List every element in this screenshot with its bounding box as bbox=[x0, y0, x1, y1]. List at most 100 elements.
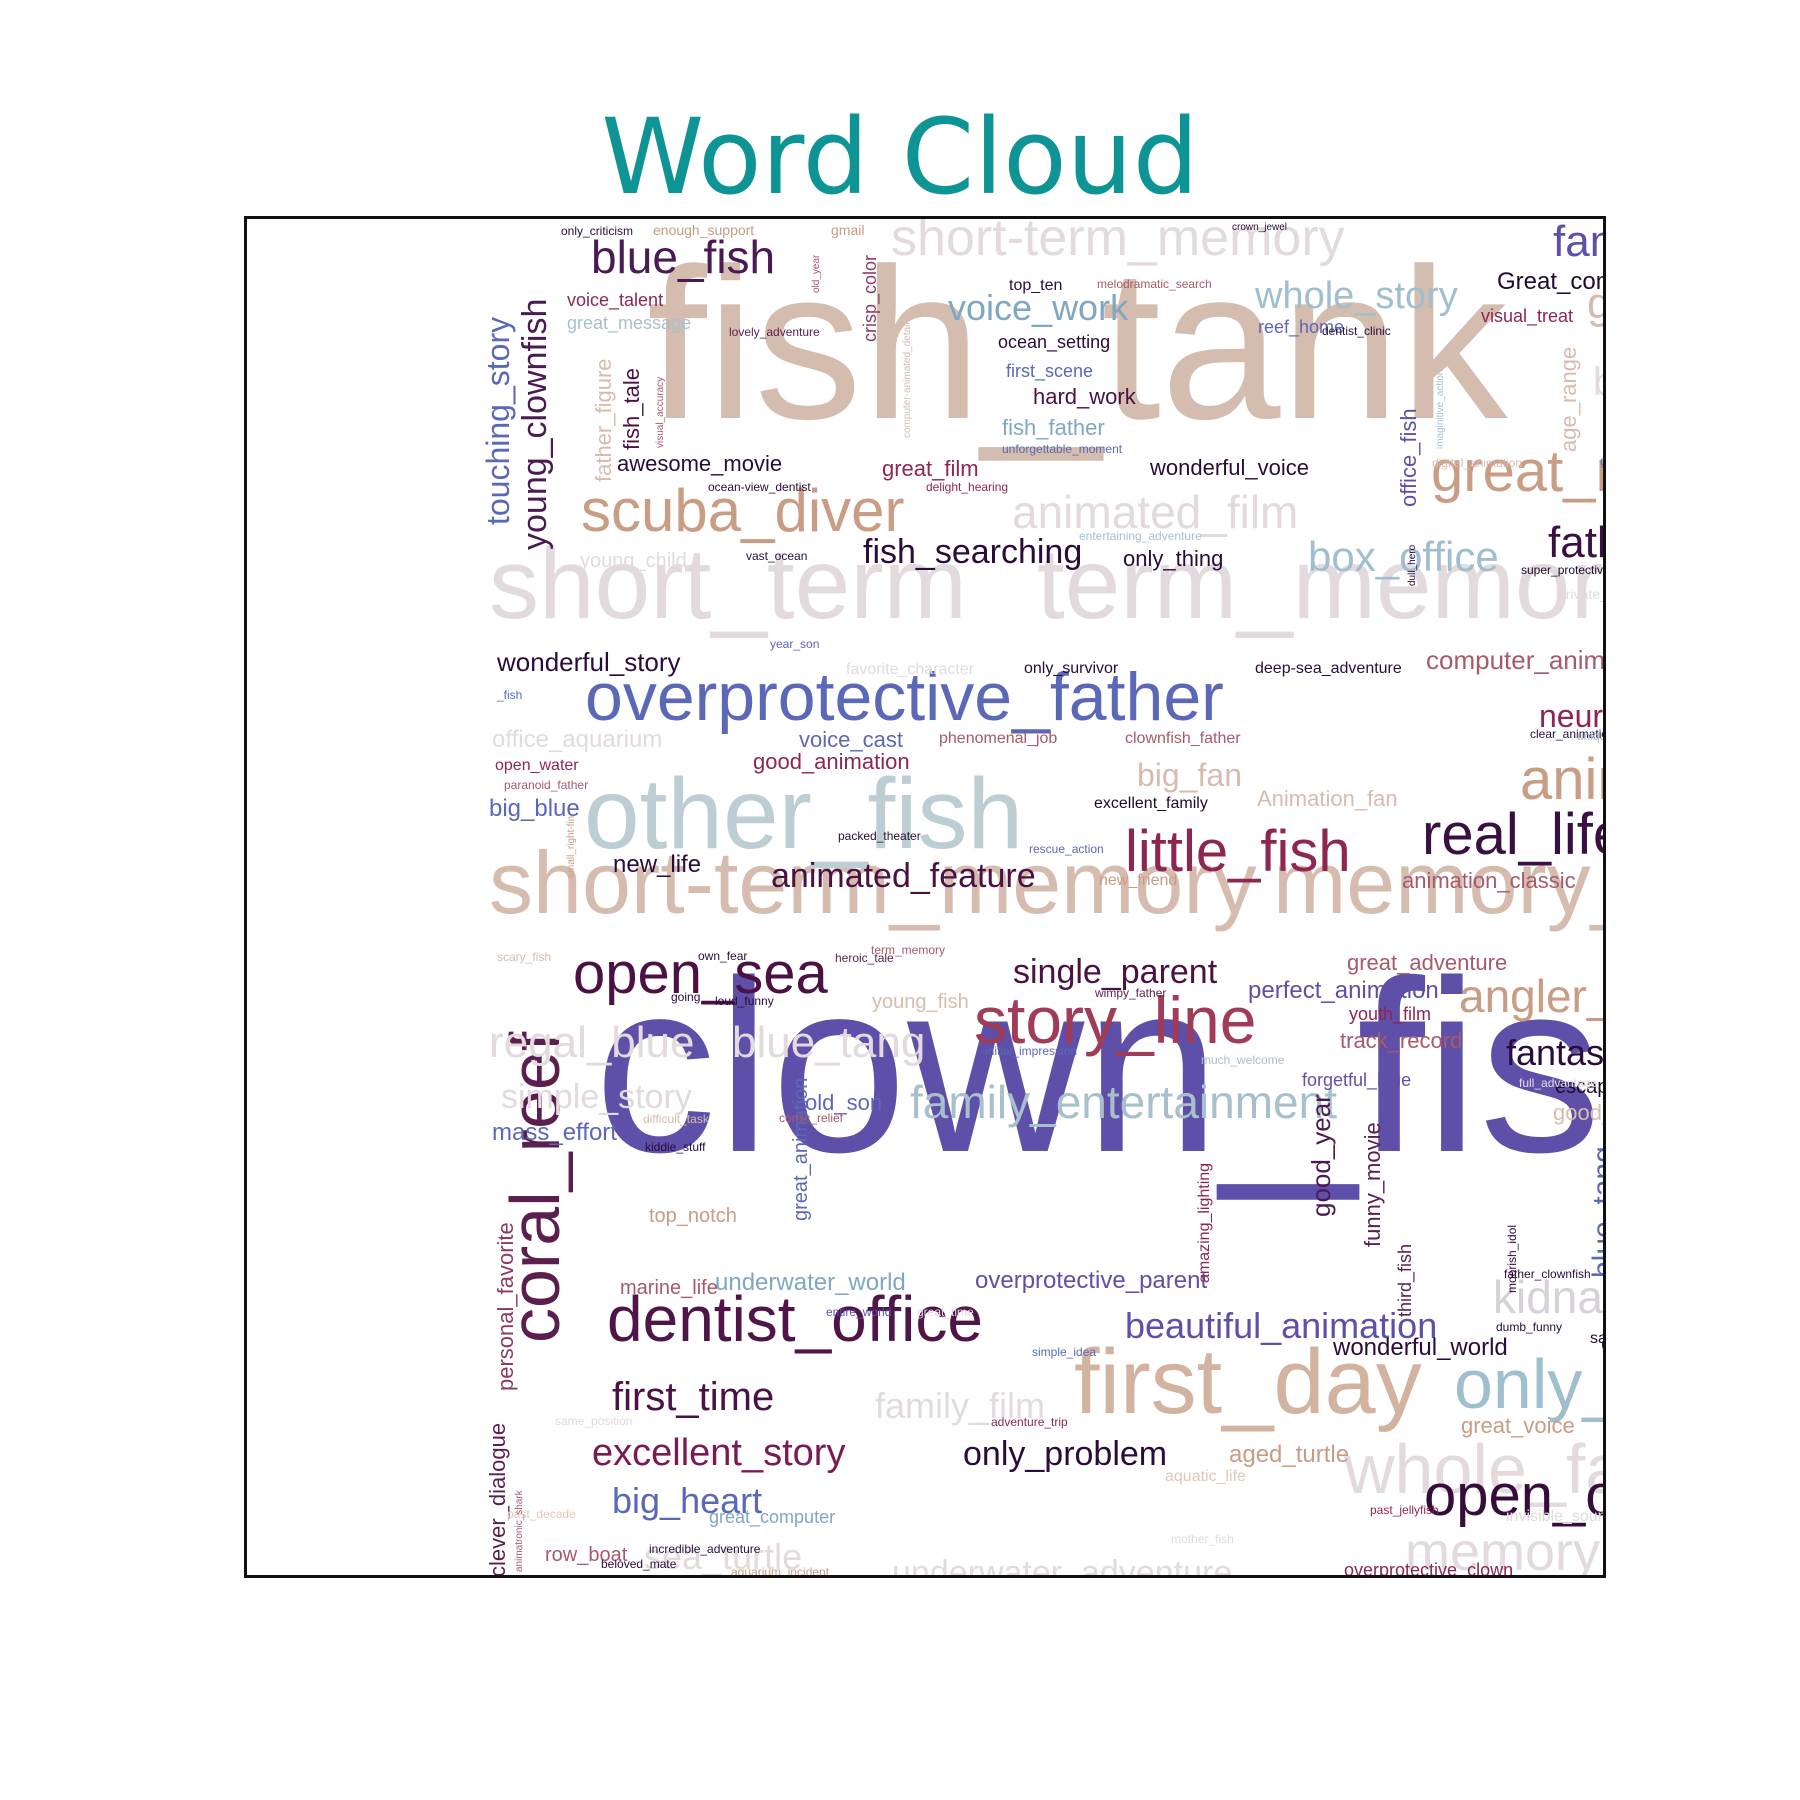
word-top-notch: top_notch bbox=[649, 1205, 737, 1227]
word-young-fish: young_fish bbox=[872, 991, 969, 1013]
word-father-clownfish: father_clownfish bbox=[1504, 1267, 1591, 1281]
word-visual-treat: visual_treat bbox=[1481, 306, 1573, 327]
word-perfect-animation: perfect_animation bbox=[1248, 977, 1439, 1004]
word-only-survivor: only_survivor bbox=[1024, 660, 1119, 677]
word-only-son: only_son bbox=[1454, 1345, 1603, 1423]
chart-title: Word Cloud bbox=[601, 96, 1199, 218]
word-other-sea: other_sea bbox=[1601, 1330, 1603, 1357]
word-overprotective-clown: overprotective_clown bbox=[1344, 1560, 1513, 1575]
word-fish-searching: fish_searching bbox=[863, 533, 1082, 571]
word-cloud-panel: clown_fish fish_tank short_term term_memory… bbox=[244, 216, 1606, 1578]
word-kidnapped-son: kidnapped_son bbox=[1493, 1271, 1603, 1323]
word-invisible-sound: invisible_sound bbox=[1506, 1508, 1603, 1525]
word-office-fish: office_fish bbox=[1396, 408, 1421, 507]
word-father-figure: father_figure bbox=[591, 358, 616, 482]
word-great-message: great_message bbox=[567, 313, 691, 334]
word-coral-reef: coral_reef bbox=[496, 1031, 574, 1343]
word-only-problem: only_problem bbox=[963, 1435, 1167, 1473]
word-aquatic-life: aquatic_life bbox=[1165, 1468, 1246, 1485]
word-much-welcome: much_welcome bbox=[1201, 1053, 1285, 1067]
word-wimpy-father: wimpy_father bbox=[1094, 986, 1166, 1000]
word-hard-work: hard_work bbox=[1033, 384, 1137, 409]
word--fish: _fish bbox=[496, 688, 522, 702]
word-new-friend: new_friend bbox=[1099, 872, 1177, 889]
word-underwater-world: underwater_world bbox=[715, 1269, 906, 1296]
word-fantastic-movie: fantastic_movie bbox=[1506, 1032, 1603, 1073]
word-underwater-adventure: underwater_adventure bbox=[892, 1554, 1232, 1575]
word-great-film: great_film bbox=[882, 456, 979, 481]
word-gmail: gmail bbox=[831, 222, 864, 238]
word-same-time: same_time bbox=[1590, 1330, 1603, 1347]
word-new-life: new_life bbox=[613, 851, 701, 878]
word-crisp-color: crisp_color bbox=[860, 255, 881, 342]
word-own-fear: own_fear bbox=[698, 949, 747, 963]
word-short-term-memory: short-term_memory bbox=[891, 219, 1345, 267]
word-open-water: open_water bbox=[495, 757, 579, 774]
word-big-fan: big_fan bbox=[1137, 757, 1242, 793]
word-excellent-story: excellent_story bbox=[592, 1432, 845, 1474]
word-voice-cast: voice_cast bbox=[799, 727, 903, 752]
word-packed-theater: packed_theater bbox=[838, 829, 921, 843]
word-aquarium-incident: aquarium_incident bbox=[731, 1565, 830, 1575]
word-beloved-mate: beloved_mate bbox=[601, 1557, 677, 1571]
word-term-memory: term_memory bbox=[871, 943, 945, 957]
word-cloud-svg: clown_fish fish_tank short_term term_memory… bbox=[480, 219, 1603, 1575]
word-youth-film: youth_film bbox=[1349, 1004, 1431, 1025]
word-single-parent: single_parent bbox=[1013, 953, 1218, 991]
word-voice-work: voice_work bbox=[948, 287, 1129, 328]
word-little-fish: little_fish bbox=[1125, 819, 1351, 884]
word-animatronic-shark: animatronic_shark bbox=[514, 1489, 525, 1572]
word-blue-fish: blue_fish bbox=[591, 231, 775, 283]
word-blue-tang: blue_tang bbox=[1587, 1146, 1603, 1278]
word-term-memory: term_memory bbox=[1037, 528, 1603, 640]
word-top-ten: top_ten bbox=[1009, 277, 1062, 294]
word-super-protective: super_protective bbox=[1521, 563, 1603, 577]
word-animated-feature: animated_feature bbox=[771, 857, 1036, 895]
word-escape-plan: escape_plan bbox=[1555, 1076, 1603, 1098]
word-sea-turtle: sea_turtle bbox=[644, 1536, 802, 1575]
word-unforgettable-moment: unforgettable_moment bbox=[1002, 442, 1123, 456]
word-first-day: first_day bbox=[1074, 1331, 1422, 1433]
word-marine-life: marine_life bbox=[620, 1277, 718, 1299]
word-box-office: box_office bbox=[1308, 533, 1499, 580]
word-private-aquarium: private_aquarium bbox=[1558, 586, 1603, 602]
word-touching-story: touching_story bbox=[480, 317, 516, 525]
word-clown-fish: clown_fish bbox=[594, 929, 1603, 1203]
word-young-clownfish: young_clownfish bbox=[516, 299, 554, 550]
word-visual-accuracy: visual_accuracy bbox=[655, 377, 666, 448]
word-fish-father: fish_father bbox=[1002, 415, 1105, 440]
word-dull-hero: dull_hero bbox=[1407, 544, 1418, 586]
word-difficult-task: difficult_task bbox=[643, 1112, 710, 1126]
word-fish-tank: fish_tank bbox=[647, 223, 1508, 464]
word-great-computer: great_computer bbox=[709, 1507, 835, 1528]
word-delight-hearing: delight_hearing bbox=[926, 480, 1008, 494]
word-animation-classic: animation_classic bbox=[1402, 868, 1576, 893]
word-third-fish: third_fish bbox=[1395, 1244, 1416, 1317]
word-excellent-family: excellent_family bbox=[1094, 795, 1208, 812]
word-entire-world: entire_world bbox=[826, 1305, 891, 1319]
word-scuba-diver: scuba_diver bbox=[581, 477, 905, 544]
word-first-time: first_time bbox=[612, 1375, 774, 1419]
word-computer-animation: computer_animation bbox=[1426, 645, 1603, 675]
word-age-range: age_range bbox=[1556, 347, 1581, 452]
word-story-line: story_line bbox=[974, 983, 1256, 1057]
word-adventure-trip: adventure_trip bbox=[991, 1415, 1068, 1429]
word-amazing-lighting: amazing_lighting bbox=[1196, 1163, 1213, 1283]
word-deep-sea-adventure: deep-sea_adventure bbox=[1255, 660, 1402, 677]
word-great-voice: great_voice bbox=[1461, 1413, 1575, 1438]
word-great-comedy: Great_comedy bbox=[1497, 268, 1603, 295]
word-great-adventure: great_adventure bbox=[1347, 950, 1507, 975]
word-ocean-view-dentist: ocean-view_dentist bbox=[708, 480, 811, 494]
word-good-animation: good_animation bbox=[753, 749, 910, 774]
word-funny-movie: funny_movie bbox=[1360, 1122, 1385, 1247]
word-rescue-action: rescue_action bbox=[1029, 842, 1104, 856]
word-old-son: old_son bbox=[805, 1090, 882, 1115]
word-simple-story: simple_story bbox=[501, 1078, 692, 1116]
word-fish-tale: fish_tale bbox=[619, 368, 644, 450]
word-good-year: good_year bbox=[1306, 1094, 1336, 1217]
word-other-fish: other_fish bbox=[584, 758, 1023, 870]
word-reef-home: reef_home bbox=[1258, 317, 1344, 338]
word-great-animation: great_animation bbox=[790, 1078, 812, 1221]
word-memory-loss: memory_loss bbox=[1273, 833, 1603, 932]
word-small-right-fin: small_right-fin bbox=[566, 816, 577, 878]
